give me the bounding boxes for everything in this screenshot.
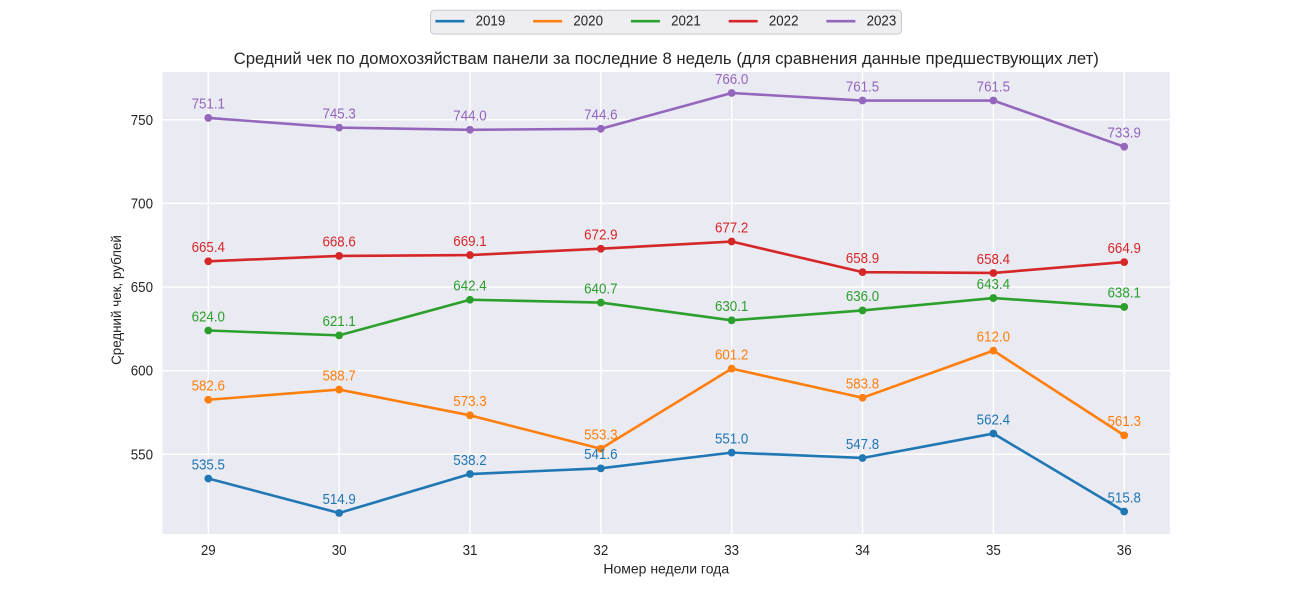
svg-text:624.0: 624.0 [192,309,225,325]
svg-text:514.9: 514.9 [322,492,355,508]
svg-text:630.1: 630.1 [715,299,748,315]
svg-text:642.4: 642.4 [453,279,486,295]
svg-text:600: 600 [131,364,153,380]
svg-text:2019: 2019 [476,14,506,30]
svg-text:551.0: 551.0 [715,431,748,447]
svg-text:612.0: 612.0 [977,329,1010,345]
svg-text:2023: 2023 [867,14,897,30]
svg-text:582.6: 582.6 [192,379,225,395]
svg-text:561.3: 561.3 [1108,414,1141,430]
svg-text:669.1: 669.1 [453,234,486,250]
svg-text:31: 31 [463,543,478,559]
svg-text:761.5: 761.5 [977,79,1010,95]
svg-text:29: 29 [201,543,216,559]
svg-text:583.8: 583.8 [846,377,879,393]
svg-text:664.9: 664.9 [1108,241,1141,257]
svg-text:744.6: 744.6 [584,108,617,124]
svg-text:621.1: 621.1 [322,314,355,330]
svg-text:588.7: 588.7 [322,368,355,384]
svg-text:761.5: 761.5 [846,79,879,95]
svg-text:Средний чек по домохозяйствам: Средний чек по домохозяйствам панели за … [234,49,1099,68]
svg-text:36: 36 [1117,543,1132,559]
svg-text:636.0: 636.0 [846,289,879,305]
svg-text:665.4: 665.4 [192,240,225,256]
svg-text:658.9: 658.9 [846,251,879,267]
svg-text:744.0: 744.0 [453,109,486,125]
svg-text:677.2: 677.2 [715,220,748,236]
svg-text:35: 35 [986,543,1001,559]
svg-text:700: 700 [131,196,153,212]
svg-text:733.9: 733.9 [1108,125,1141,141]
svg-text:541.6: 541.6 [584,447,617,463]
svg-text:30: 30 [332,543,347,559]
svg-text:33: 33 [724,543,739,559]
svg-text:547.8: 547.8 [846,437,879,453]
svg-text:650: 650 [131,280,153,296]
svg-text:34: 34 [855,543,870,559]
svg-text:515.8: 515.8 [1108,490,1141,506]
svg-text:Номер недели года: Номер недели года [603,561,729,577]
svg-text:751.1: 751.1 [192,97,225,113]
svg-text:745.3: 745.3 [322,106,355,122]
svg-text:658.4: 658.4 [977,252,1010,268]
svg-text:643.4: 643.4 [977,277,1010,293]
svg-text:640.7: 640.7 [584,281,617,297]
svg-text:2021: 2021 [671,14,701,30]
svg-text:538.2: 538.2 [453,453,486,469]
svg-text:668.6: 668.6 [322,235,355,251]
svg-text:766.0: 766.0 [715,72,748,88]
svg-text:672.9: 672.9 [584,228,617,244]
svg-text:535.5: 535.5 [192,457,225,473]
svg-text:32: 32 [593,543,608,559]
svg-text:562.4: 562.4 [977,412,1010,428]
svg-text:550: 550 [131,447,153,463]
svg-text:553.3: 553.3 [584,428,617,444]
svg-text:Средний чек, рублей: Средний чек, рублей [109,235,124,365]
svg-text:573.3: 573.3 [453,394,486,410]
svg-text:601.2: 601.2 [715,347,748,363]
svg-text:750: 750 [131,113,153,129]
svg-text:638.1: 638.1 [1108,286,1141,302]
svg-text:2020: 2020 [573,14,603,30]
svg-text:2022: 2022 [769,14,799,30]
